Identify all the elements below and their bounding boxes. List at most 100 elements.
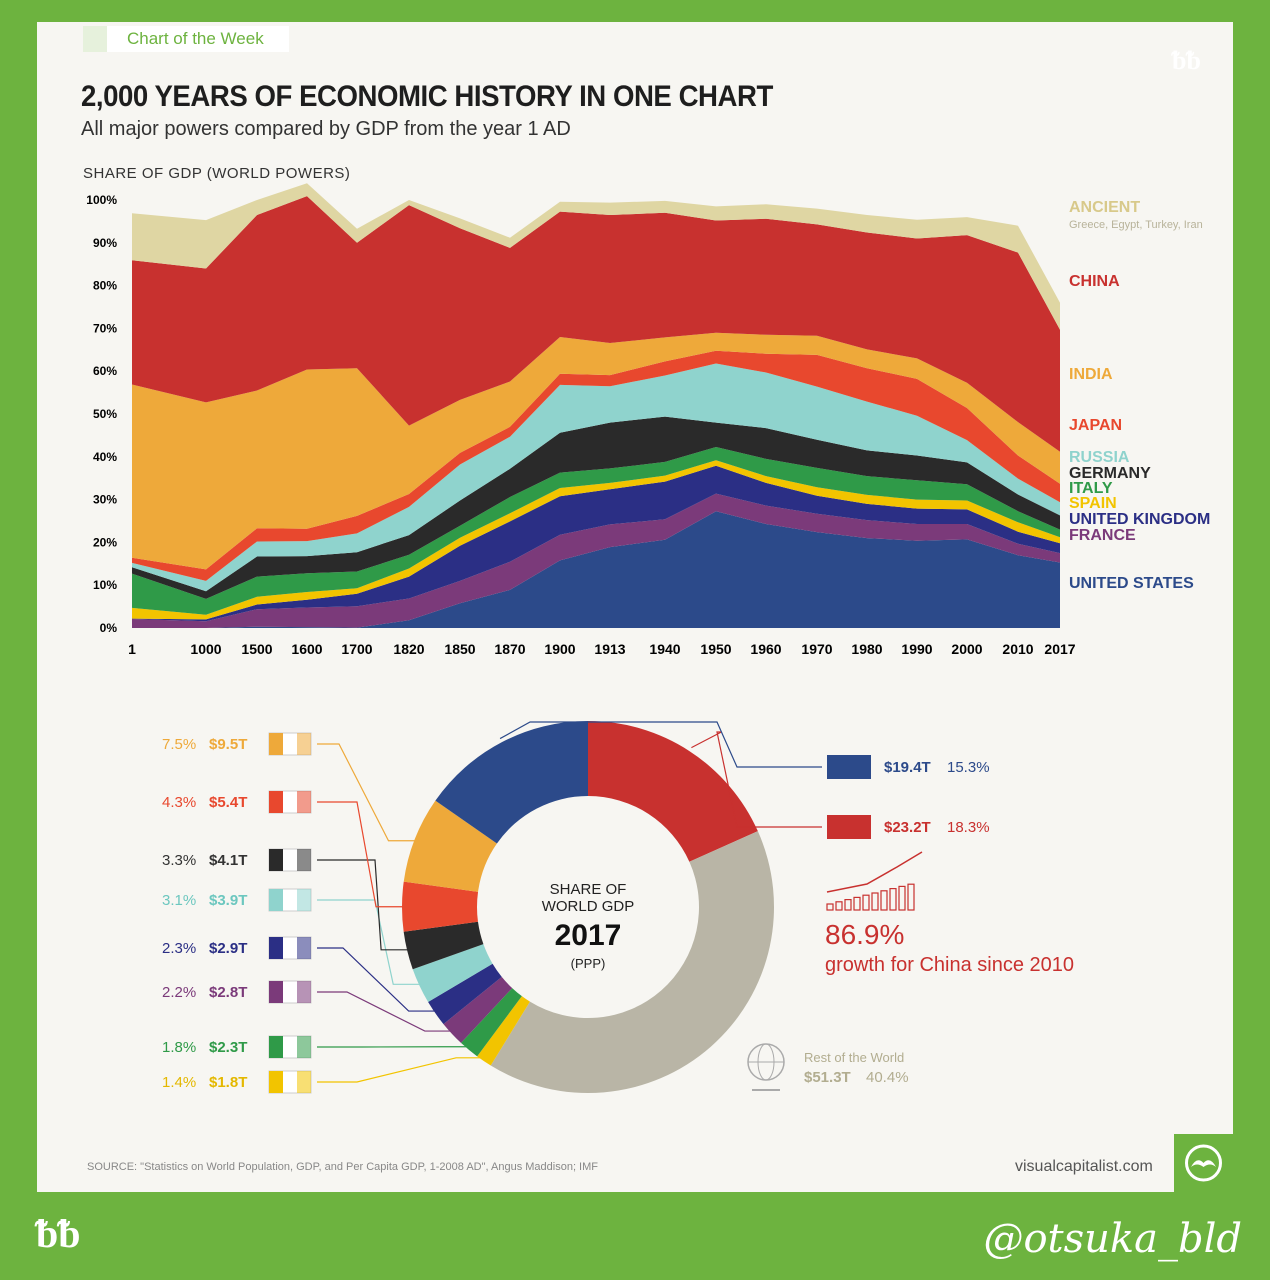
y-tick-label: 0% [100, 621, 118, 635]
flag-stripe [297, 1071, 311, 1093]
growth-bar [898, 885, 906, 911]
leader-line [317, 801, 407, 908]
page-title: 2,000 YEARS OF ECONOMIC HISTORY IN ONE C… [81, 80, 773, 113]
leader-line [499, 721, 822, 768]
growth-arrow-icon [826, 851, 923, 893]
donut-label-value: $19.4T [884, 759, 931, 776]
legend-label: FRANCE [1069, 527, 1136, 544]
flag-stripe [297, 791, 311, 813]
x-tick-label: 1900 [544, 641, 575, 657]
y-tick-label: 50% [93, 407, 117, 421]
donut-slice-france [443, 976, 513, 1043]
x-tick-label: 1950 [700, 641, 731, 657]
flag-stripe [297, 889, 311, 911]
brand-logo [1174, 1134, 1233, 1192]
legend-label: ITALY [1069, 480, 1113, 497]
y-axis-label: SHARE OF GDP (WORLD POWERS) [83, 165, 351, 182]
author-handle: @otsuka_bld [983, 1216, 1242, 1262]
y-tick-label: 40% [93, 450, 117, 464]
flag-stripe [297, 981, 311, 1003]
x-tick-label: 1980 [851, 641, 882, 657]
flag-stripe [269, 1071, 283, 1093]
donut-center-note: (PPP) [571, 956, 606, 971]
x-tick-label: 1870 [494, 641, 525, 657]
donut-label-value: $1.8T [209, 1074, 247, 1091]
legend-sublabel: Greece, Egypt, Turkey, Iran [1069, 219, 1203, 231]
y-tick-label: 10% [93, 578, 117, 592]
area-united-states [132, 511, 1060, 628]
growth-bar [889, 888, 897, 911]
growth-bar [826, 903, 834, 911]
donut-slice-rest-of-the-world [490, 831, 774, 1093]
flag-icon [827, 815, 871, 839]
donut-slice-united-states [435, 721, 588, 844]
donut-label-pct: 1.4% [162, 1074, 196, 1091]
x-tick-label: 1990 [901, 641, 932, 657]
donut-label-value: $2.8T [209, 984, 247, 1001]
growth-bar [907, 883, 915, 911]
donut-label-pct: 3.3% [162, 852, 196, 869]
donut-label-pct: 3.1% [162, 892, 196, 909]
x-tick-label: 1500 [241, 641, 272, 657]
donut-label-value: $4.1T [209, 852, 247, 869]
x-tick-label: 1960 [750, 641, 781, 657]
growth-bar [862, 894, 870, 911]
donut-slice-spain [477, 996, 530, 1066]
donut-label-pct: 7.5% [162, 736, 196, 753]
donut-center-line1: SHARE OF [550, 881, 627, 898]
flag-stripe [269, 889, 283, 911]
x-tick-label: 2017 [1044, 641, 1075, 657]
flag-stripe [269, 849, 283, 871]
area-ancient [132, 183, 1060, 330]
rest-label: Rest of the World [804, 1050, 904, 1065]
legend-label: INDIA [1069, 366, 1113, 383]
x-tick-label: 2010 [1002, 641, 1033, 657]
y-tick-label: 90% [93, 236, 117, 250]
flag-stripe [297, 733, 311, 755]
growth-bar [880, 890, 888, 911]
donut-slice-italy [460, 988, 522, 1057]
growth-bar [871, 892, 879, 911]
leader-line [317, 743, 419, 842]
chart-of-the-week-tag: Chart of the Week [83, 26, 289, 52]
area-japan [132, 350, 1060, 581]
legend-label: RUSSIA [1069, 449, 1130, 466]
legend-label: ANCIENT [1069, 199, 1140, 216]
rest-pct: 40.4% [866, 1069, 909, 1086]
y-tick-label: 100% [86, 193, 117, 207]
site-link[interactable]: visualcapitalist.com [1015, 1158, 1153, 1175]
x-tick-label: 1700 [341, 641, 372, 657]
mustache-icon [1185, 1144, 1222, 1182]
flag-stripe [297, 937, 311, 959]
x-tick-label: 1940 [649, 641, 680, 657]
flag-stripe [297, 1036, 311, 1058]
donut-slice-russia [412, 944, 493, 1003]
legend-label: UNITED KINGDOM [1069, 511, 1210, 528]
donut-label-pct: 4.3% [162, 794, 196, 811]
donut-slice-united-kingdom [428, 963, 502, 1025]
y-tick-label: 70% [93, 321, 117, 335]
donut-slice-india [403, 800, 497, 892]
flag-stripe [269, 981, 283, 1003]
y-tick-label: 80% [93, 279, 117, 293]
area-united-kingdom [132, 465, 1060, 622]
source-note: SOURCE: "Statistics on World Population,… [87, 1161, 599, 1173]
donut-label-pct: 15.3% [947, 759, 990, 776]
x-tick-label: 1913 [594, 641, 625, 657]
donut-label-pct: 18.3% [947, 819, 990, 836]
flag-stripe [269, 937, 283, 959]
donut-center-line2: WORLD GDP [542, 898, 635, 915]
x-tick-label: 1820 [393, 641, 424, 657]
x-tick-label: 1970 [801, 641, 832, 657]
growth-bar [853, 896, 861, 911]
watermark-bottom: ᵬᵬ [36, 1210, 81, 1257]
area-germany [132, 416, 1060, 599]
donut-slice-japan [402, 881, 479, 932]
donut-label-pct: 1.8% [162, 1039, 196, 1056]
rest-value: $51.3T [804, 1069, 851, 1086]
donut-center-year: 2017 [555, 919, 622, 952]
leader-line [691, 731, 822, 828]
legend-label: GERMANY [1069, 465, 1151, 482]
watermark-top: ᵬᵬ [1172, 46, 1201, 76]
